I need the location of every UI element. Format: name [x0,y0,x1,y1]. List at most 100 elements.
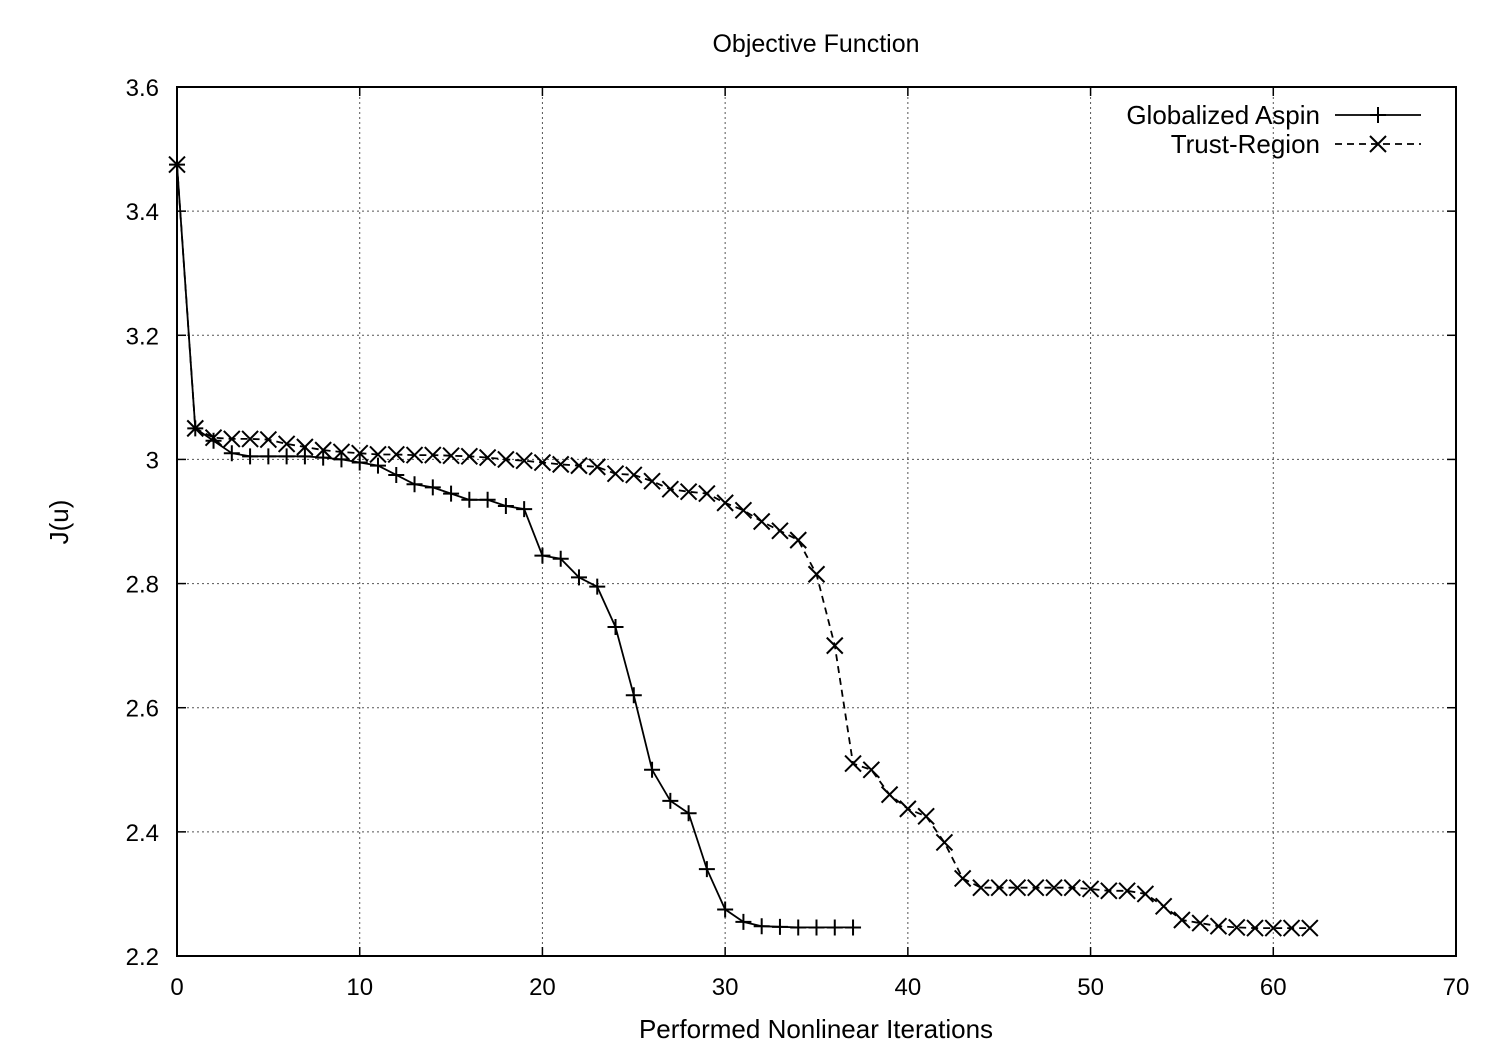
y-tick-label: 3 [146,447,159,474]
data-point-marker [607,619,624,636]
data-point-marker [935,833,954,852]
data-point-marker [223,430,241,448]
data-point-marker [990,879,1008,897]
y-tick-label: 2.4 [126,820,159,847]
data-point-marker [1027,879,1045,897]
data-point-marker [1118,882,1136,900]
data-point-marker [241,430,259,448]
data-point-marker [332,443,351,461]
data-point-marker [752,512,771,531]
data-point-marker [880,785,899,804]
data-point-marker [589,578,606,595]
grid-lines [177,87,1456,956]
y-tick-label: 2.8 [126,572,159,599]
data-point-marker [242,448,259,465]
y-tick-label: 3.4 [126,199,159,226]
data-point-marker [734,501,753,520]
data-point-marker [771,918,788,935]
data-point-marker [1173,911,1191,929]
data-point-marker [570,569,587,586]
data-point-marker [314,441,332,459]
legend-marker-sample [1369,135,1387,153]
data-point-marker [533,453,552,472]
data-point-marker [1191,914,1209,932]
data-point-marker [717,901,734,918]
data-point-marker [625,466,643,484]
data-point-marker [205,432,222,449]
data-point-marker [1100,882,1118,900]
data-point-marker [277,435,296,453]
x-tick-label: 30 [712,974,739,1001]
data-point-marker [808,919,825,936]
data-point-marker [790,919,807,936]
y-tick-label: 2.2 [126,944,159,971]
data-point-marker [497,497,514,514]
data-point-marker [661,480,680,498]
data-point-marker [461,491,478,508]
data-point-marker [953,869,972,888]
data-point-marker [479,491,496,508]
data-point-marker [296,438,314,456]
data-point-marker [333,451,350,468]
data-point-marker [552,550,569,567]
data-point-marker [1154,897,1173,916]
legend-label: Globalized Aspin [1126,100,1320,130]
data-point-marker [606,464,625,483]
data-point-marker [1228,918,1246,937]
data-point-marker [478,448,497,467]
data-point-marker [186,419,204,438]
data-point-marker [351,454,368,471]
x-tick-label: 40 [895,974,922,1001]
legend-marker-sample [1370,107,1386,123]
data-point-marker [260,448,277,465]
series-line [176,164,853,929]
data-point-marker [899,800,917,818]
y-tick-label: 3.6 [126,75,159,102]
series-trust-region [168,155,1319,937]
data-point-marker [551,455,570,474]
data-point-marker [680,805,697,822]
data-point-marker [807,565,826,583]
data-point-marker [917,807,935,826]
x-tick-label: 20 [529,974,556,1001]
data-point-marker [369,445,387,464]
data-point-marker [698,861,715,878]
data-point-marker [534,547,551,564]
data-point-marker [771,522,789,540]
axis-ticks: 0 10 20 30 40 50 60 70 2.2 2.4 2.6 2.8 3 3.2 3.4 3.6 [126,75,1470,1001]
y-tick-label: 3.2 [126,323,159,350]
x-tick-label: 70 [1443,974,1470,1001]
x-axis-label: Performed Nonlinear Iterations [639,1014,993,1044]
plot-area-frame [176,86,1457,957]
legend-label: Trust-Region [1171,129,1320,159]
x-tick-label: 0 [170,974,183,1001]
data-point-marker [223,445,240,462]
data-point-marker [515,451,533,470]
data-point-marker [296,448,313,465]
data-point-marker [845,919,862,936]
data-point-marker [460,447,479,466]
data-point-marker [698,484,716,503]
data-point-marker [442,446,460,465]
data-point-marker [679,482,698,501]
data-point-marker [716,494,734,512]
data-point-marker [1136,885,1155,903]
data-point-marker [753,918,770,935]
data-point-marker [826,636,844,655]
data-point-marker [387,445,405,464]
data-point-marker [497,450,515,469]
data-point-marker [972,879,990,897]
data-point-marker [388,466,405,483]
data-point-marker [844,754,862,773]
x-tick-label: 50 [1077,974,1104,1001]
data-point-marker [351,444,369,462]
x-tick-label: 10 [346,974,373,1001]
data-point-marker [1045,879,1063,897]
chart-title: Objective Function [712,30,919,58]
data-point-marker [1008,879,1027,897]
data-point-marker [1209,917,1228,935]
data-point-marker [1246,919,1264,937]
data-point-marker [826,919,843,936]
